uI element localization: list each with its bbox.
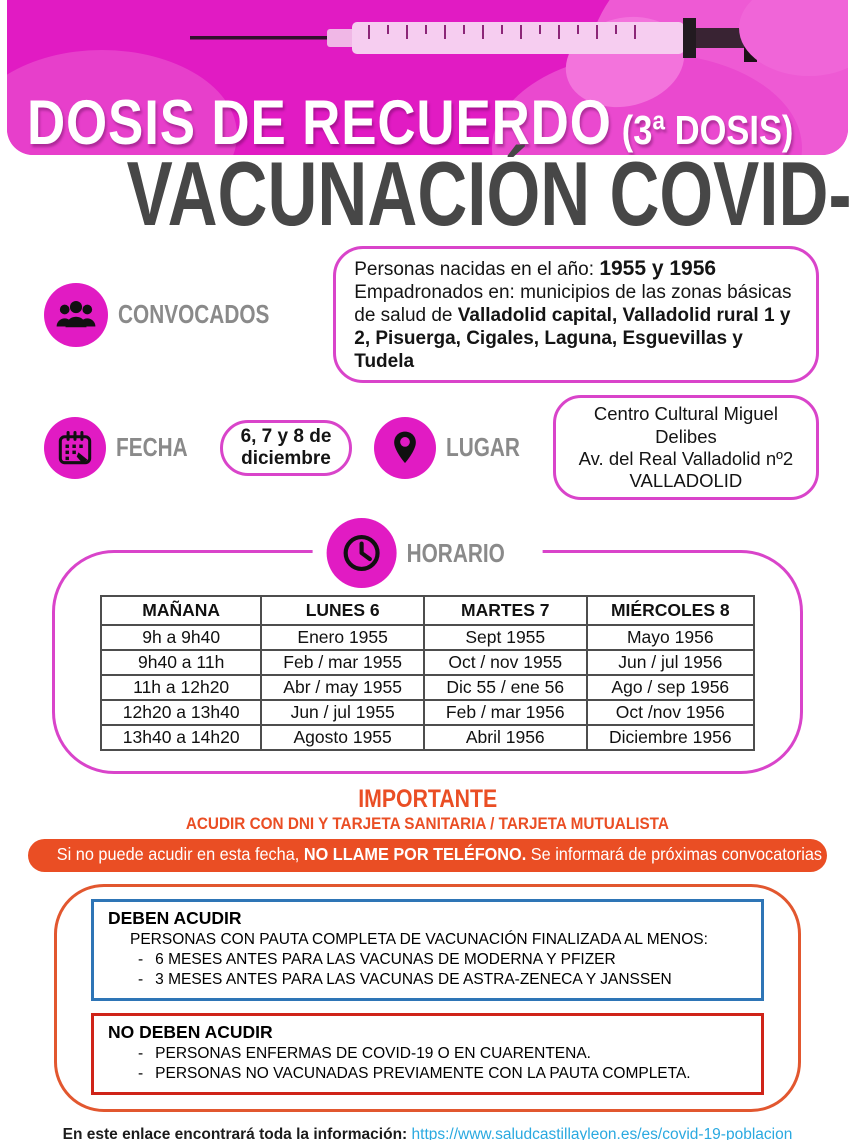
table-cell: 13h40 a 14h20 [99, 724, 263, 752]
lugar-box: Centro Cultural Miguel Delibes Av. del R… [552, 395, 819, 501]
calendar-icon [58, 430, 92, 464]
list-item: - PERSONAS NO VACUNADAS PREVIAMENTE CON L… [138, 1065, 691, 1083]
table-cell: Feb / mar 1956 [422, 699, 588, 727]
table-cell: Jun / jul 1956 [585, 649, 756, 677]
table-header-cell: MAÑANA [99, 595, 263, 627]
deben-acudir-title: DEBEN ACUDIR [108, 908, 242, 929]
deben-acudir-box: DEBEN ACUDIR PERSONAS CON PAUTA COMPLETA… [91, 899, 764, 1002]
list-item: -3 MESES ANTES PARA LAS VACUNAS DE ASTRA… [138, 971, 672, 989]
horario-label: HORARIO [406, 537, 505, 568]
table-cell: 11h a 12h20 [99, 674, 263, 702]
table-row: 9h40 a 11h Feb / mar 1955 Oct / nov 1955 Ju… [99, 649, 756, 677]
table-row: 12h20 a 13h40 Jun / jul 1955 Feb / mar 195… [99, 699, 756, 727]
convocados-zones: Valladolid capital, Valladolid rural 1 y… [354, 305, 791, 372]
no-deben-acudir-list: - PERSONAS ENFERMAS DE COVID-19 O EN CUAR… [108, 1045, 747, 1083]
header-banner: DOSIS DE RECUERDO (3ª DOSIS) [7, 0, 848, 155]
convocados-years: 1955 y 1956 [599, 257, 717, 281]
info-link-line: En este enlace encontrará toda la inform… [0, 1126, 855, 1140]
table-cell: Enero 1955 [260, 624, 425, 652]
convocados-icon-circle [44, 282, 108, 347]
list-item: - PERSONAS ENFERMAS DE COVID-19 O EN CUAR… [138, 1045, 591, 1063]
convocados-line1: Personas nacidas en el año: [354, 259, 600, 281]
clock-icon [343, 535, 380, 572]
lugar-icon-circle [374, 416, 437, 479]
horario-icon-circle [326, 518, 397, 589]
horario-box: HORARIO MAÑANA LUNES 6 MARTES 7 MIÉRCOLES 8… [52, 518, 803, 775]
no-deben-acudir-box: NO DEBEN ACUDIR - PERSONAS ENFERMAS DE CO… [91, 1013, 764, 1096]
no-deben-acudir-title: NO DEBEN ACUDIR [108, 1022, 273, 1043]
horario-table: MAÑANA LUNES 6 MARTES 7 MIÉRCOLES 8 9h a 9h… [99, 595, 756, 752]
no-phone-alert-banner: Si no puede acudir en esta fecha, NO LLA… [28, 839, 827, 873]
table-cell: Ago / sep 1956 [585, 674, 756, 702]
deben-acudir-list: -6 MESES ANTES PARA LAS VACUNAS DE MODER… [108, 951, 747, 989]
fecha-label: FECHA [116, 432, 188, 463]
fecha-value: 6, 7 y 8 de diciembre [219, 419, 353, 476]
people-icon [56, 300, 96, 328]
table-cell: 9h a 9h40 [99, 624, 263, 652]
info-link[interactable]: https://www.saludcastillayleon.es/es/cov… [411, 1126, 793, 1140]
convocados-label: CONVOCADOS [118, 299, 270, 330]
fecha-icon-circle [44, 416, 106, 479]
table-cell: Oct / nov 1955 [422, 649, 588, 677]
table-cell: Sept 1955 [422, 624, 588, 652]
fecha-lugar-section: FECHA 6, 7 y 8 de diciembre LUGAR Centro… [44, 395, 819, 501]
table-cell: 9h40 a 11h [99, 649, 263, 677]
table-cell: Feb / mar 1955 [260, 649, 425, 677]
info-link-label: En este enlace encontrará toda la inform… [62, 1126, 412, 1140]
table-header-cell: MIÉRCOLES 8 [585, 595, 756, 627]
table-header-cell: LUNES 6 [260, 595, 425, 627]
table-cell: Mayo 1956 [585, 624, 756, 652]
table-row: 9h a 9h40 Enero 1955 Sept 1955 Mayo 1956 [99, 624, 756, 652]
eligibility-outer-box: DEBEN ACUDIR PERSONAS CON PAUTA COMPLETA… [54, 884, 801, 1113]
list-item: -6 MESES ANTES PARA LAS VACUNAS DE MODER… [138, 951, 616, 969]
table-cell: Dic 55 / ene 56 [422, 674, 588, 702]
table-header-cell: MARTES 7 [422, 595, 588, 627]
lugar-label: LUGAR [446, 432, 521, 463]
banner-title-sub: (3ª DOSIS) [621, 107, 794, 153]
table-header-row: MAÑANA LUNES 6 MARTES 7 MIÉRCOLES 8 [99, 595, 756, 627]
table-cell: Abr / may 1955 [260, 674, 425, 702]
deben-acudir-intro: PERSONAS CON PAUTA COMPLETA DE VACUNACIÓ… [130, 931, 708, 949]
convocados-line2: Empadronados en: municipios de las zonas… [354, 282, 792, 327]
convocados-section: CONVOCADOS Personas nacidas en el año: 1… [44, 246, 819, 384]
table-cell: Abril 1956 [422, 724, 588, 752]
banner-title: DOSIS DE RECUERDO (3ª DOSIS) [27, 92, 793, 155]
importante-subtitle: ACUDIR CON DNI Y TARJETA SANITARIA / TAR… [185, 814, 670, 834]
table-cell: Diciembre 1956 [585, 724, 756, 752]
table-row: 11h a 12h20 Abr / may 1955 Dic 55 / ene 56… [99, 674, 756, 702]
location-pin-icon [394, 432, 417, 464]
syringe-illustration [7, 0, 848, 155]
table-cell: 12h20 a 13h40 [99, 699, 263, 727]
table-cell: Jun / jul 1955 [260, 699, 425, 727]
page-title: VACUNACIÓN COVID-19 [126, 144, 855, 245]
horario-header: HORARIO [312, 518, 543, 589]
table-cell: Oct /nov 1956 [585, 699, 756, 727]
table-cell: Agosto 1955 [260, 724, 425, 752]
banner-title-main: DOSIS DE RECUERDO [27, 88, 612, 155]
convocados-box: Personas nacidas en el año: 1955 y 1956 … [333, 246, 819, 384]
importante-section: IMPORTANTE ACUDIR CON DNI Y TARJETA SANI… [0, 786, 855, 834]
table-row: 13h40 a 14h20 Agosto 1955 Abril 1956 Diciem… [99, 724, 756, 752]
importante-title: IMPORTANTE [358, 785, 497, 814]
